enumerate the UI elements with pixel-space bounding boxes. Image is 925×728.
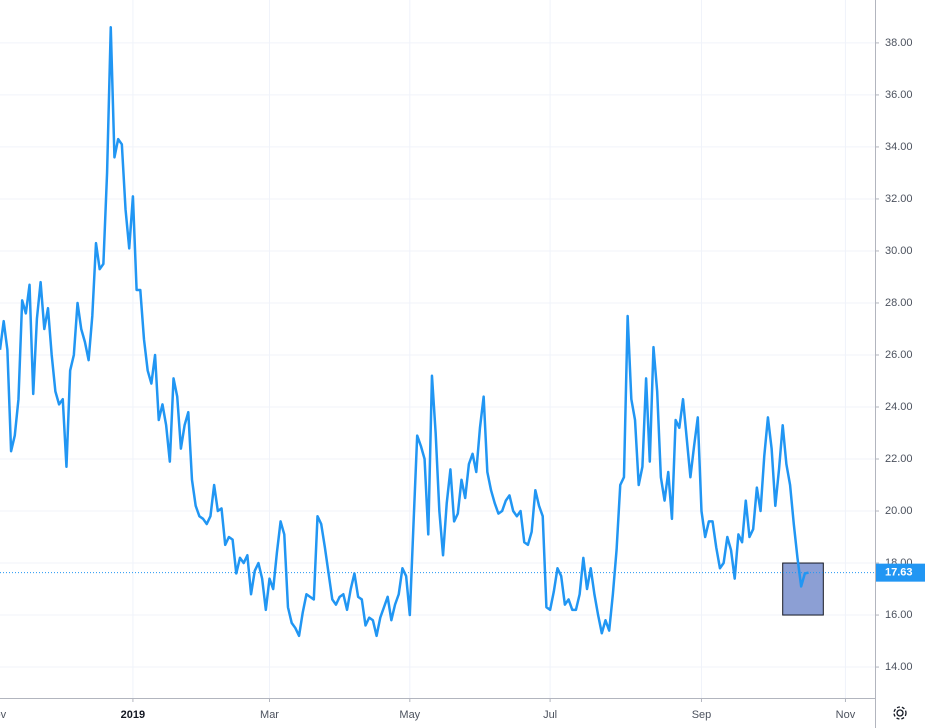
y-tick-label: 16.00 [885,609,913,621]
y-tick-label: 26.00 [885,349,913,361]
settings-icon-ring [893,706,907,720]
last-price-tag [876,563,925,582]
y-tick-label: 38.00 [885,37,913,49]
y-tick-label: 30.00 [885,245,913,257]
y-tick-label: 20.00 [885,505,913,517]
x-tick-label: Sep [692,709,712,721]
settings-icon-center [896,709,904,717]
price-line [0,26,809,638]
last-price-label: 17.63 [885,567,913,579]
y-tick-label: 28.00 [885,297,913,309]
x-tick-label: Jul [543,709,557,721]
x-tick-label: 2019 [121,709,145,721]
x-tick-label: Mar [260,709,279,721]
y-tick-label: 34.00 [885,141,913,153]
annotation-box [782,562,824,616]
y-tick-label: 24.00 [885,401,913,413]
x-tick-label: Nov [0,709,7,721]
settings-icon[interactable] [893,706,907,720]
y-tick-label: 36.00 [885,89,913,101]
y-tick-label: 22.00 [885,453,913,465]
x-tick-label: May [399,709,420,721]
y-tick-label: 14.00 [885,661,913,673]
y-tick-label: 32.00 [885,193,913,205]
grid [0,0,875,698]
x-tick-label: Nov [836,709,856,721]
